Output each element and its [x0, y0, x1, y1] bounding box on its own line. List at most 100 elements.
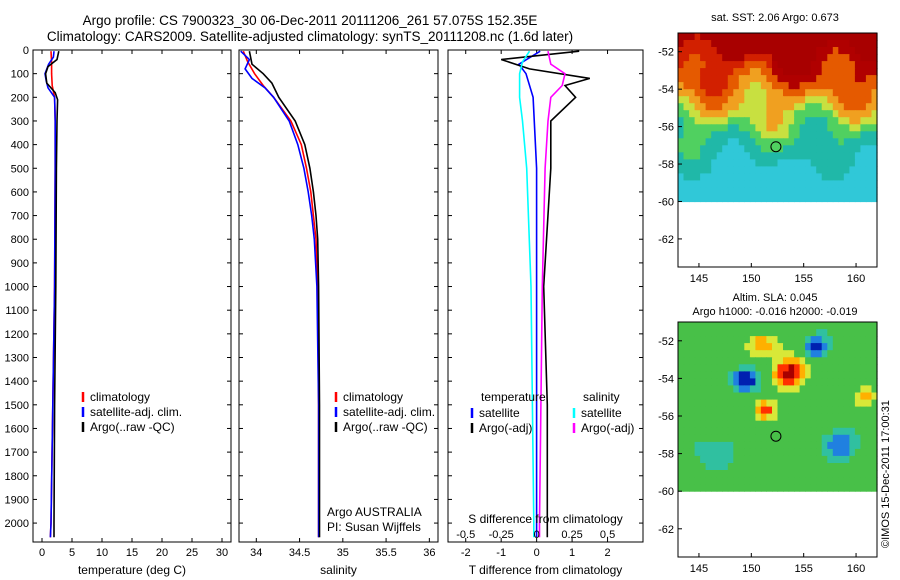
sla-map-cell: [727, 336, 734, 344]
sst-map-cell: [694, 40, 701, 48]
sla-map-cell: [689, 427, 696, 436]
sst-map-cell: [860, 33, 867, 41]
sst-map-cell: [694, 110, 701, 118]
sst-map-cell: [865, 82, 872, 90]
sla-map-cell: [860, 392, 867, 401]
sst-map-cell: [744, 89, 751, 97]
sla-map-cell: [689, 477, 696, 485]
sla-map-cell: [854, 434, 861, 443]
sst-map-cell: [722, 173, 729, 181]
sla-map-cell: [772, 434, 779, 443]
sst-map-cell: [799, 61, 806, 69]
sst-map-cell: [777, 131, 784, 139]
sla-map-cell: [755, 385, 762, 393]
sla-map-cell: [816, 413, 823, 422]
sst-map-cell: [827, 138, 834, 146]
sst-map-cell: [783, 180, 790, 188]
sla-map-cell: [744, 427, 751, 436]
sst-map-cell: [827, 33, 834, 41]
sla-map-cell: [694, 406, 701, 415]
sst-map-cell: [700, 187, 707, 195]
sst-map-cell: [766, 166, 773, 174]
sla-map-cell: [705, 448, 712, 457]
sst-map-cell: [716, 47, 723, 55]
sla-map-xtick-label: 145: [690, 563, 708, 575]
sst-map-cell: [854, 117, 861, 125]
sla-map-cell: [838, 329, 845, 337]
sst-map-cell: [794, 68, 801, 76]
sla-map-cell: [827, 329, 834, 337]
sst-map-cell: [700, 159, 707, 167]
sst-map-cell: [716, 145, 723, 153]
sla-map-cell: [678, 484, 685, 492]
sla-map-cell: [788, 434, 795, 443]
sst-map-cell: [738, 61, 745, 69]
sla-map-cell: [749, 322, 756, 330]
sla-map-cell: [865, 470, 872, 478]
sst-map-cell: [689, 194, 696, 203]
sst-map-cell: [821, 180, 828, 188]
sla-map-cell: [865, 441, 872, 450]
sla-map-cell: [865, 413, 872, 422]
sst-map-cell: [871, 152, 878, 160]
depth-tick-label: 100: [11, 69, 29, 81]
sst-map-cell: [711, 47, 718, 55]
sla-map-cell: [689, 434, 696, 443]
sla-map-cell: [683, 463, 690, 471]
sst-map-cell: [788, 75, 795, 83]
sla-map-cell: [749, 420, 756, 429]
sla-map-cell: [794, 399, 801, 408]
sla-map-cell: [772, 392, 779, 401]
sla-map-cell: [777, 371, 784, 379]
sla-map-cell: [711, 336, 718, 344]
sst-map-cell: [744, 61, 751, 69]
sla-map-cell: [694, 470, 701, 478]
sst-map-cell: [711, 180, 718, 188]
sla-map-cell: [766, 322, 773, 330]
sst-map-cell: [794, 145, 801, 153]
sst-map-title: sat. SST: 2.06 Argo: 0.673: [711, 12, 839, 24]
sst-map-cell: [738, 145, 745, 153]
sst-map-cell: [722, 138, 729, 146]
sla-map-cell: [749, 329, 756, 337]
sla-map-cell: [755, 322, 762, 330]
sla-map-cell: [827, 470, 834, 478]
sst-map-cell: [716, 194, 723, 203]
sla-map-cell: [772, 484, 779, 492]
sst-map-cell: [849, 54, 856, 62]
sst-map-cell: [860, 194, 867, 203]
sla-map-cell: [832, 406, 839, 415]
sla-map-cell: [772, 329, 779, 337]
sst-map-cell: [700, 194, 707, 203]
sst-map-cell: [799, 103, 806, 111]
sst-map-cell: [760, 187, 767, 195]
diff-xtick2-label: -0.5: [456, 529, 475, 541]
sst-map-cell: [788, 173, 795, 181]
sla-map-cell: [694, 343, 701, 351]
sla-map-cell: [711, 392, 718, 401]
sla-map-cell: [700, 434, 707, 443]
sla-map-cell: [843, 399, 850, 408]
sla-map-cell: [838, 484, 845, 492]
sst-map-cell: [805, 145, 812, 153]
sla-map-cell: [865, 420, 872, 429]
sla-map-cell: [794, 343, 801, 351]
sla-map-cell: [694, 434, 701, 443]
sst-map-cell: [810, 124, 817, 132]
sla-map-cell: [722, 343, 729, 351]
sla-map-cell: [799, 448, 806, 457]
sst-map-cell: [854, 110, 861, 118]
sst-map-cell: [816, 89, 823, 97]
sst-map-cell: [772, 68, 779, 76]
sla-map-cell: [700, 413, 707, 422]
sst-map-cell: [727, 180, 734, 188]
sst-map-cell: [865, 180, 872, 188]
sla-map-cell: [810, 364, 817, 372]
sla-map-cell: [705, 385, 712, 393]
sla-map-cell: [727, 413, 734, 422]
sst-map-cell: [821, 40, 828, 48]
sla-map-cell: [783, 329, 790, 337]
sst-map-cell: [821, 194, 828, 203]
sla-map-cell: [860, 399, 867, 408]
sla-map-cell: [683, 448, 690, 457]
